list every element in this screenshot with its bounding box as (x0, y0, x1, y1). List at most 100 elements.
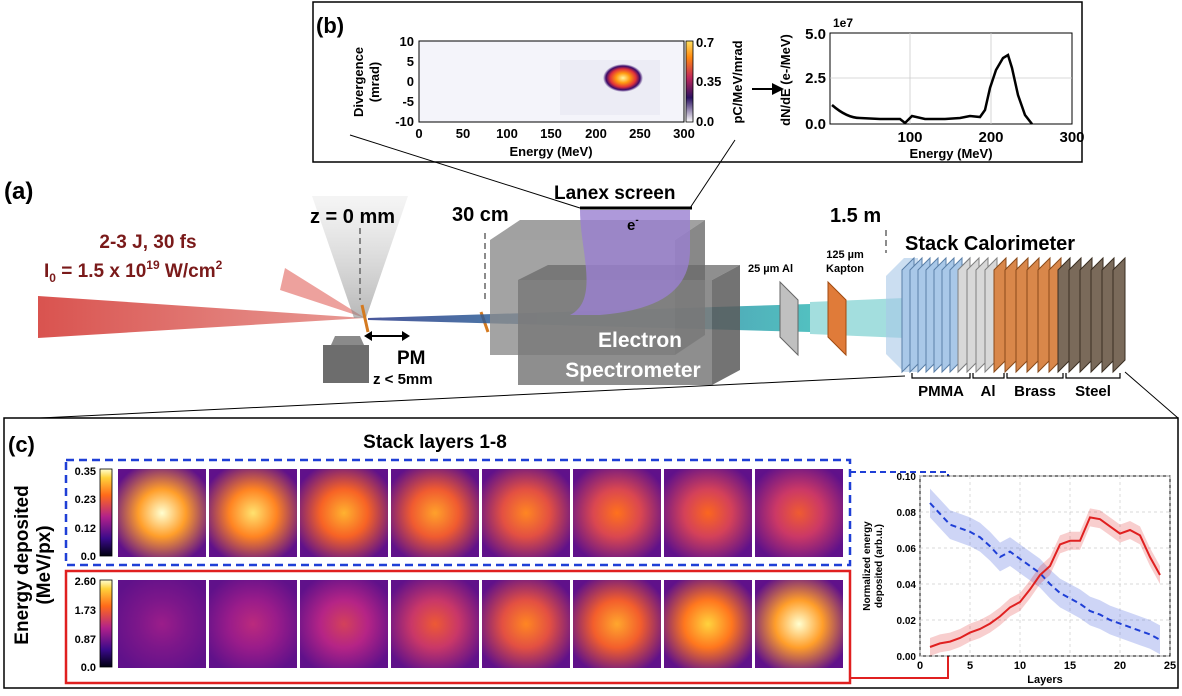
material-brackets (911, 373, 1121, 379)
chart-x-tick: 0 (917, 660, 923, 672)
laser-intensity: I0 = 1.5 x 1019 W/cm2 (44, 258, 223, 285)
zoom-line-c-left (39, 375, 906, 419)
bottom-layer-image-3 (300, 580, 388, 668)
divergence-y-ticks: 10 5 0 -5 -10 (395, 34, 414, 129)
calorimeter-layer-20 (1068, 256, 1082, 374)
zoom-line-c-right (1124, 371, 1179, 419)
material-pmma: PMMA (918, 383, 964, 400)
svg-text:0.35: 0.35 (75, 466, 96, 478)
calorimeter-layer-22 (1090, 256, 1104, 374)
svg-text:5: 5 (407, 54, 414, 69)
pm-label: PM (397, 348, 426, 369)
spectrum-x-ticks: 100 200 300 (897, 129, 1084, 146)
panel-b-colorbar-label: pC/MeV/mrad (730, 40, 745, 123)
spectrometer-label-2: Spectrometer (565, 359, 700, 382)
chart-x-tick: 10 (1014, 660, 1026, 672)
label-30cm: 30 cm (452, 204, 509, 226)
stack-title: Stack layers 1-8 (363, 432, 507, 453)
chart-x-tick: 5 (967, 660, 973, 672)
panel-b-frame (312, 1, 1083, 163)
electron-deflection (570, 210, 690, 315)
panel-b-colorbar-ticks: 0.7 0.35 0.0 (696, 35, 721, 129)
svg-text:0.7: 0.7 (696, 35, 714, 50)
top-layer-image-8 (755, 469, 843, 557)
svg-text:100: 100 (897, 129, 922, 146)
svg-text:10: 10 (400, 34, 414, 49)
svg-text:2.60: 2.60 (75, 576, 96, 588)
laser-prepulse (280, 268, 365, 318)
svg-text:0.0: 0.0 (696, 114, 714, 129)
material-brass: Brass (1014, 383, 1056, 400)
top-colorbar (99, 468, 113, 557)
bottom-colorbar (99, 579, 113, 668)
spectrum-scale: 1e7 (833, 16, 853, 30)
series-line-1 (929, 516, 1161, 648)
svg-text:0.35: 0.35 (696, 74, 721, 89)
top-colorbar-ticks: 0.35 0.23 0.12 0.0 (75, 466, 96, 563)
top-layer-image-6 (573, 469, 661, 557)
panel-b-label: (b) (316, 13, 344, 38)
svg-text:0.23: 0.23 (75, 494, 96, 506)
spectrum-plot (829, 32, 1073, 125)
lanex-label: Lanex screen (554, 183, 675, 204)
chart-y-tick: 0.10 (897, 472, 917, 483)
calorimeter-layer-19 (1057, 256, 1071, 374)
divergence-ylabel-1: Divergence (351, 47, 366, 117)
svg-text:0: 0 (407, 74, 414, 89)
energy-ylabel-1: Energy deposited (12, 485, 33, 644)
target-foil (360, 304, 370, 333)
kapton-label-1: 125 µm (826, 249, 864, 261)
kapton-label-2: Kapton (826, 263, 864, 275)
layer-energy-chart: 0 5 10 15 20 25 0.00 0.02 0.04 0.06 0.08 0.10 Laye… (862, 472, 1176, 686)
red-connector (850, 650, 949, 679)
calorimeter-layer-23 (1101, 256, 1115, 374)
svg-text:1.73: 1.73 (75, 605, 96, 617)
pm-range: z < 5mm (373, 371, 433, 388)
top-layer-image-5 (482, 469, 570, 557)
svg-text:50: 50 (456, 126, 470, 141)
bottom-colorbar-ticks: 2.60 1.73 0.87 0.0 (75, 576, 96, 674)
svg-text:100: 100 (496, 126, 518, 141)
bottom-layer-image-2 (209, 580, 297, 668)
chart-grid (919, 475, 1171, 657)
svg-text:2.5: 2.5 (805, 70, 826, 87)
top-layer-images (118, 469, 843, 557)
bottom-row-frame (64, 569, 852, 685)
bottom-layer-image-5 (482, 580, 570, 668)
top-row-frame (64, 458, 852, 567)
panel-a-label: (a) (4, 178, 33, 205)
chart-x-tick: 15 (1064, 660, 1076, 672)
bottom-layer-images (118, 580, 843, 668)
material-steel: Steel (1075, 383, 1111, 400)
svg-text:-10: -10 (395, 114, 414, 129)
svg-text:300: 300 (1059, 129, 1084, 146)
pm-double-arrow-icon (364, 331, 410, 341)
svg-text:250: 250 (629, 126, 651, 141)
panel-c-label: (c) (8, 432, 35, 457)
panel-c-frame (3, 417, 1179, 689)
zoom-line-right (689, 139, 736, 209)
chart-y-tick: 0.08 (897, 508, 917, 519)
svg-text:200: 200 (585, 126, 607, 141)
bottom-layer-image-1 (118, 580, 206, 668)
svg-text:0.12: 0.12 (75, 523, 96, 535)
calorimeter-layer-13 (993, 256, 1007, 374)
chart-y-tick: 0.04 (897, 580, 917, 591)
bottom-layer-image-6 (573, 580, 661, 668)
electron-spot (603, 64, 643, 92)
calorimeter-layer-15 (1015, 256, 1029, 374)
al-filter-label: 25 µm Al (748, 263, 793, 275)
svg-text:0.0: 0.0 (81, 551, 96, 563)
series-line-0 (929, 502, 1161, 641)
divergence-image (418, 40, 685, 123)
divergence-xlabel: Energy (MeV) (509, 144, 592, 159)
spectrometer-label-1: Electron (598, 329, 682, 352)
svg-text:0.0: 0.0 (81, 662, 96, 674)
chart-ylabel-1: Normalized energy (862, 521, 873, 611)
bottom-layer-image-7 (664, 580, 752, 668)
chart-x-ticks: 0 5 10 15 20 25 (917, 660, 1176, 672)
electron-label: e- (627, 215, 639, 234)
svg-text:5.0: 5.0 (805, 26, 826, 43)
z0-label: z = 0 mm (310, 206, 395, 228)
